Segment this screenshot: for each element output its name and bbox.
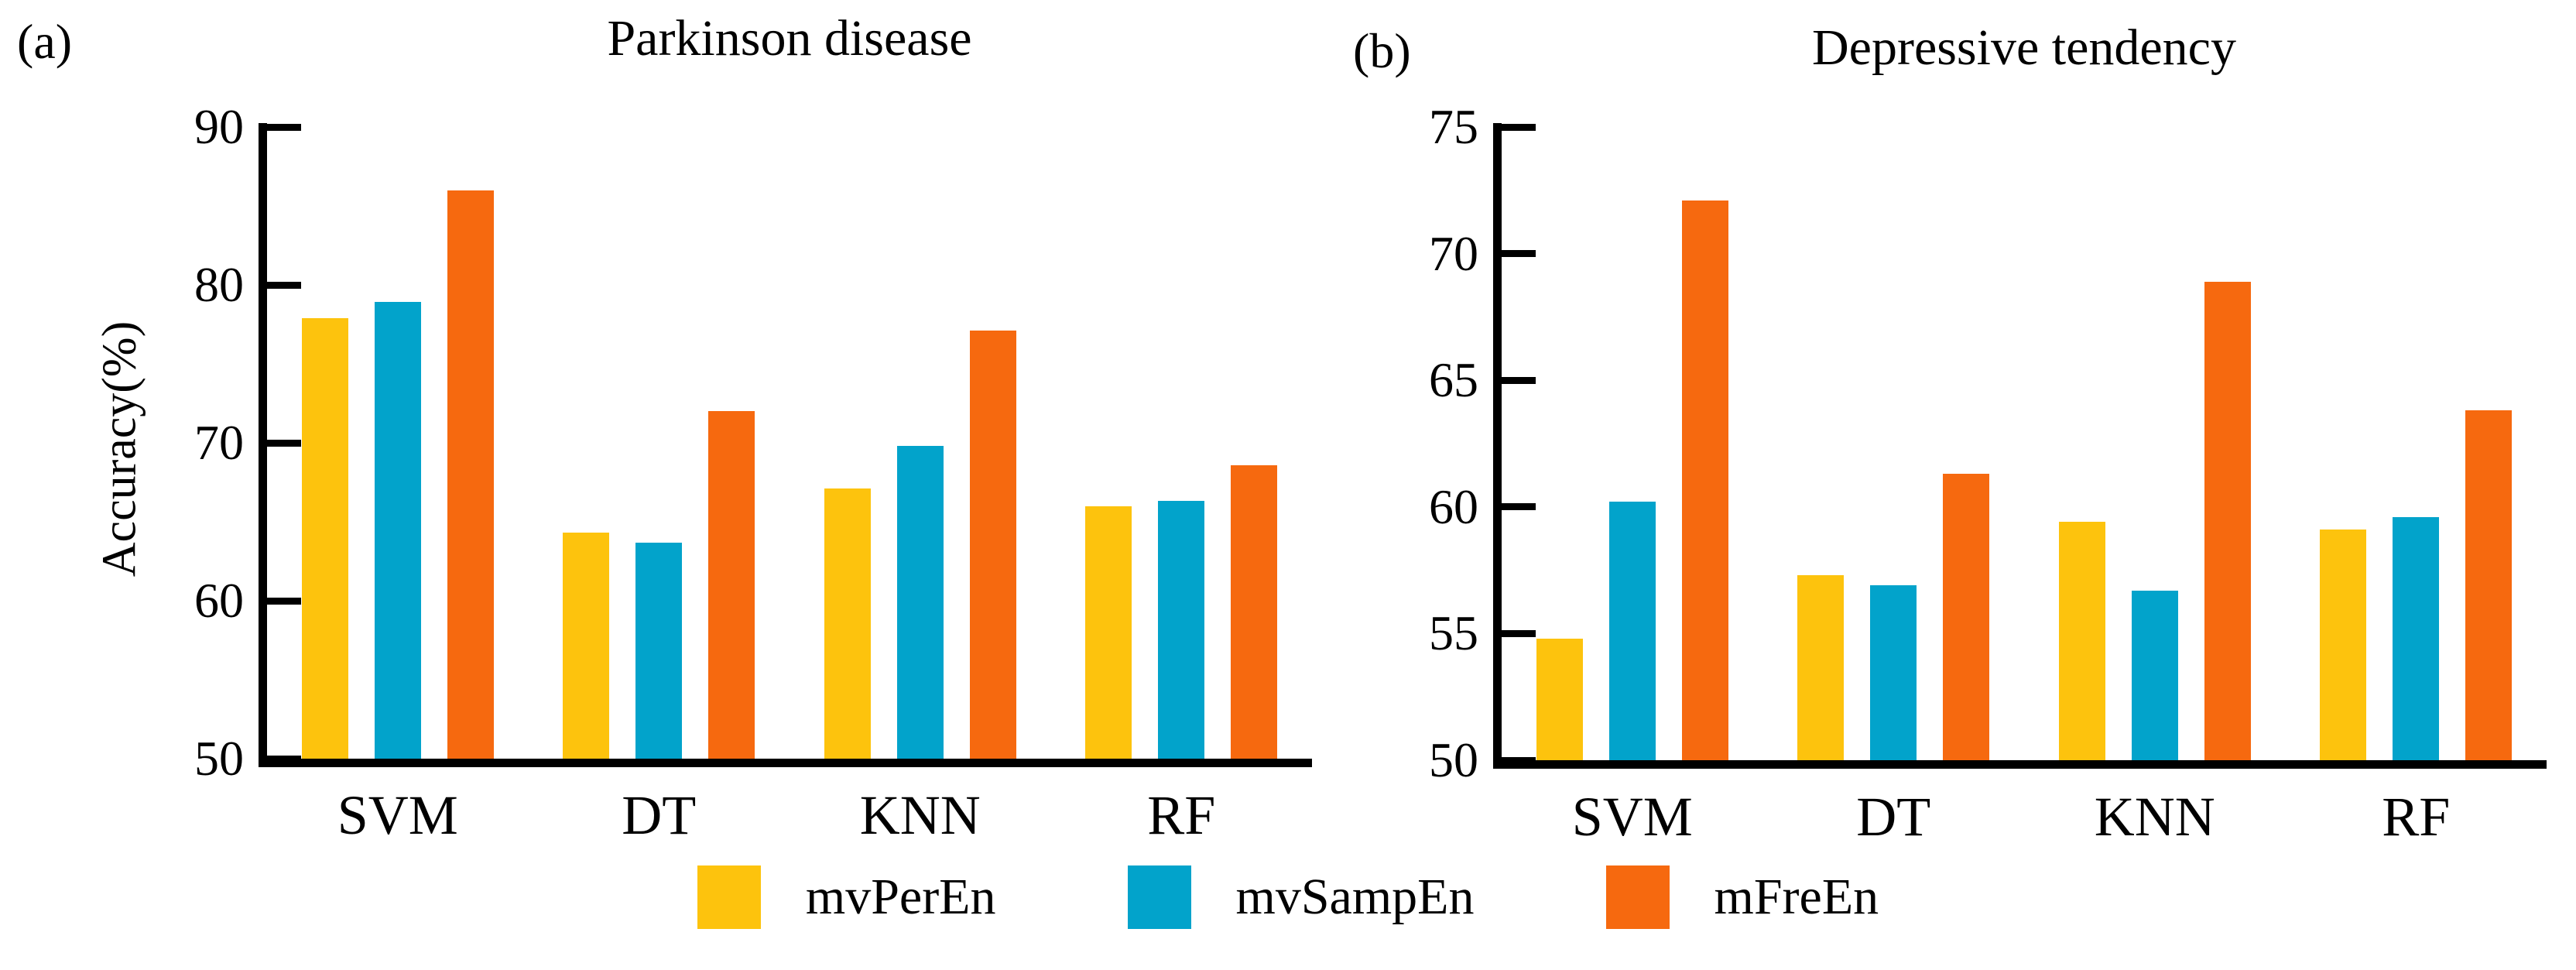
x-axis-spine (259, 759, 1312, 767)
bar-a-rf-mfreen (1231, 464, 1278, 759)
chart-b-title: Depressive tendency (1812, 19, 2236, 76)
legend-label-mvperen: mvPerEn (805, 869, 996, 925)
y-tick-mark (1502, 250, 1536, 258)
bar-b-svm-mfreen (1681, 200, 1728, 760)
bar-b-dt-mvperen (1797, 575, 1845, 760)
y-tick-label: 60 (1429, 478, 1478, 534)
bar-b-dt-mvsampen (1870, 585, 1917, 760)
bar-b-knn-mvperen (2058, 522, 2105, 760)
x-axis-spine (1493, 760, 2547, 769)
bar-b-svm-mvperen (1536, 638, 1583, 760)
y-axis-spine (1493, 123, 1502, 769)
bar-a-svm-mvperen (301, 317, 348, 759)
y-tick-mark (267, 597, 301, 605)
x-tick-label-svm: SVM (337, 784, 458, 846)
legend-item-mvperen: mvPerEn (697, 865, 996, 929)
panel-a-label: (a) (17, 14, 73, 69)
bar-a-svm-mfreen (447, 190, 494, 759)
y-tick-mark (1502, 756, 1536, 764)
bar-b-dt-mfreen (1943, 474, 1990, 760)
bar-b-rf-mvperen (2320, 530, 2367, 760)
legend-label-mvsampen: mvSampEn (1235, 869, 1475, 925)
bar-b-knn-mfreen (2204, 281, 2251, 760)
y-tick-mark (267, 281, 301, 289)
x-tick-label-rf: RF (1147, 784, 1216, 846)
bar-a-knn-mvperen (824, 488, 871, 759)
x-tick-label-dt: DT (1856, 786, 1931, 848)
y-tick-mark (1502, 503, 1536, 511)
bar-b-knn-mvsampen (2131, 590, 2178, 760)
bar-a-dt-mvperen (563, 533, 610, 759)
bar-a-rf-mvperen (1085, 506, 1132, 759)
bar-a-knn-mvsampen (896, 446, 944, 759)
y-tick-label: 90 (194, 99, 244, 154)
y-tick-label: 55 (1429, 605, 1478, 661)
bar-a-dt-mvsampen (635, 542, 683, 759)
y-axis-spine (259, 123, 267, 767)
legend: mvPerEn mvSampEn mFreEn (0, 865, 2576, 929)
bar-a-rf-mvsampen (1158, 501, 1205, 759)
x-tick-label-knn: KNN (859, 784, 981, 846)
bar-b-rf-mvsampen (2393, 516, 2440, 760)
x-tick-label-knn: KNN (2094, 786, 2215, 848)
x-tick-label-rf: RF (2382, 786, 2451, 848)
bar-a-knn-mfreen (969, 331, 1016, 759)
legend-swatch-mvperen-icon (697, 865, 761, 929)
y-tick-label: 65 (1429, 352, 1478, 408)
y-tick-label: 80 (194, 257, 244, 312)
y-tick-label: 75 (1429, 99, 1478, 154)
x-tick-label-dt: DT (622, 784, 697, 846)
bar-b-svm-mvsampen (1608, 502, 1656, 760)
y-tick-mark (1502, 123, 1536, 131)
bar-a-svm-mvsampen (374, 302, 421, 759)
legend-item-mvsampen: mvSampEn (1127, 865, 1475, 929)
legend-item-mfreen: mFreEn (1605, 865, 1879, 929)
panel-b-label: (b) (1353, 23, 1411, 78)
y-tick-mark (267, 755, 301, 763)
y-tick-label: 70 (194, 415, 244, 470)
y-tick-label: 70 (1429, 225, 1478, 281)
bar-a-dt-mfreen (708, 411, 755, 759)
legend-label-mfreen: mFreEn (1714, 869, 1879, 925)
y-tick-mark (1502, 629, 1536, 637)
legend-swatch-mvsampen-icon (1127, 865, 1191, 929)
y-tick-label: 50 (1429, 732, 1478, 787)
y-tick-label: 50 (194, 731, 244, 786)
x-tick-label-svm: SVM (1571, 786, 1693, 848)
y-tick-mark (1502, 376, 1536, 384)
legend-swatch-mfreen-icon (1605, 865, 1670, 929)
y-tick-mark (267, 123, 301, 131)
chart-a-title: Parkinson disease (607, 10, 972, 67)
bar-b-rf-mfreen (2465, 410, 2513, 760)
y-tick-label: 60 (194, 573, 244, 628)
y-tick-mark (267, 439, 301, 447)
